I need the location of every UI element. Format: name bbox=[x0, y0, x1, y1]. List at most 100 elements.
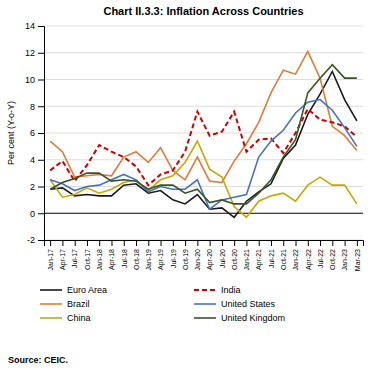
y-tick: 14 bbox=[25, 21, 44, 31]
y-tick-label: 0 bbox=[30, 209, 35, 219]
x-tick-mark bbox=[148, 240, 149, 246]
y-tick-mark bbox=[38, 133, 44, 134]
x-tick-mark bbox=[173, 240, 174, 246]
grid-line bbox=[44, 26, 363, 27]
x-tick-label: Apr-20 bbox=[206, 249, 214, 270]
x-tick-mark bbox=[222, 240, 223, 246]
legend-swatch bbox=[194, 303, 216, 305]
x-tick: Jan-19 bbox=[145, 240, 152, 270]
x-tick-mark bbox=[99, 240, 100, 246]
y-tick-mark bbox=[38, 26, 44, 27]
x-tick-mark bbox=[210, 240, 211, 246]
chart-svg: Chart II.3.3: Inflation Across Countries… bbox=[0, 0, 373, 373]
x-tick-label: Jan-23 bbox=[341, 249, 348, 271]
x-tick-mark bbox=[62, 240, 63, 246]
legend-label: China bbox=[67, 313, 91, 323]
zero-line bbox=[44, 213, 363, 214]
x-tick-mark bbox=[124, 240, 125, 246]
grid bbox=[44, 26, 363, 240]
legend-swatch bbox=[40, 289, 62, 291]
x-tick: Jan-17 bbox=[47, 240, 54, 270]
y-tick-label: -2 bbox=[27, 235, 35, 245]
x-tick-label: Jan-19 bbox=[145, 249, 152, 271]
legend-label: India bbox=[221, 285, 241, 295]
x-tick-mark bbox=[246, 240, 247, 246]
x-tick: Apr-22 bbox=[305, 240, 313, 270]
grid-line bbox=[44, 106, 363, 107]
x-tick: Jul-17 bbox=[71, 240, 78, 268]
x-tick: Jan-18 bbox=[96, 240, 103, 270]
x-tick-label: Jan-17 bbox=[47, 249, 54, 271]
y-tick: 6 bbox=[30, 128, 44, 138]
y-tick: -2 bbox=[27, 235, 44, 245]
y-tick: 8 bbox=[30, 102, 44, 112]
y-tick: 10 bbox=[25, 75, 44, 85]
source-note: Source: CEIC. bbox=[8, 355, 68, 365]
x-tick-mark bbox=[259, 240, 260, 246]
x-tick: Jan-21 bbox=[243, 240, 250, 270]
y-tick-label: 8 bbox=[30, 102, 35, 112]
legend-item: Brazil bbox=[40, 299, 90, 309]
x-tick-mark bbox=[111, 240, 112, 246]
x-tick: Oct-19 bbox=[182, 240, 189, 270]
x-tick-label: Oct-17 bbox=[84, 249, 91, 270]
grid-line bbox=[44, 79, 363, 80]
y-tick-mark bbox=[38, 240, 44, 241]
x-tick-label: Apr-18 bbox=[108, 249, 116, 270]
series-line bbox=[50, 141, 357, 217]
x-tick: Jul-19 bbox=[170, 240, 177, 268]
grid-line bbox=[44, 52, 363, 53]
x-tick: Jul-20 bbox=[219, 240, 226, 268]
x-tick-mark bbox=[345, 240, 346, 246]
x-tick-label: Oct-22 bbox=[329, 249, 336, 270]
y-tick-label: 14 bbox=[25, 21, 35, 31]
legend-item: United Kingdom bbox=[194, 313, 285, 323]
legend-swatch bbox=[194, 289, 216, 291]
y-tick-mark bbox=[38, 213, 44, 214]
x-tick: Jan-20 bbox=[194, 240, 201, 270]
x-tick: Mar-23 bbox=[354, 240, 361, 271]
x-tick: Oct-21 bbox=[280, 240, 287, 270]
y-tick: 2 bbox=[30, 182, 44, 192]
x-tick-mark bbox=[136, 240, 137, 246]
legend-label: United States bbox=[221, 299, 276, 309]
y-axis-title: Per cent (Y-o-Y) bbox=[6, 101, 16, 165]
legend: Euro Area Brazil China India United States Un… bbox=[40, 285, 285, 323]
x-axis-line bbox=[45, 241, 364, 247]
x-tick: Apr-18 bbox=[108, 240, 116, 270]
y-tick: 4 bbox=[30, 155, 44, 165]
y-tick-label: 10 bbox=[25, 75, 35, 85]
x-tick-label: Jul-19 bbox=[170, 249, 177, 268]
legend-item: China bbox=[40, 313, 91, 323]
x-tick: Oct-22 bbox=[329, 240, 336, 270]
x-tick-mark bbox=[161, 240, 162, 246]
x-tick-mark bbox=[320, 240, 321, 246]
grid-line bbox=[44, 133, 363, 134]
x-tick-label: Mar-23 bbox=[354, 249, 361, 271]
x-tick-mark bbox=[50, 240, 51, 246]
x-tick-mark bbox=[185, 240, 186, 246]
y-tick-label: 2 bbox=[30, 182, 35, 192]
y-tick-mark bbox=[38, 53, 44, 54]
x-tick: Apr-19 bbox=[157, 240, 165, 270]
lines bbox=[50, 51, 357, 217]
x-tick-label: Apr-22 bbox=[305, 249, 313, 270]
x-tick-label: Jan-18 bbox=[96, 249, 103, 271]
x-tick-mark bbox=[357, 240, 358, 246]
x-tick: Jul-18 bbox=[120, 240, 127, 268]
y-tick-label: 4 bbox=[30, 155, 35, 165]
x-tick: Oct-18 bbox=[133, 240, 140, 270]
y-tick-label: 12 bbox=[25, 48, 35, 58]
x-tick-label: Jul-17 bbox=[71, 249, 78, 268]
series-line bbox=[50, 51, 357, 182]
x-tick-label: Jul-20 bbox=[219, 249, 226, 268]
y-tick: 12 bbox=[25, 48, 44, 58]
title: Chart II.3.3: Inflation Across Countries bbox=[103, 5, 303, 17]
x-tick: Jan-23 bbox=[341, 240, 348, 270]
legend-label: Euro Area bbox=[67, 285, 107, 295]
y-tick-mark bbox=[38, 106, 44, 107]
legend-item: India bbox=[194, 285, 241, 295]
series-line bbox=[50, 100, 357, 210]
y-tick-mark bbox=[38, 160, 44, 161]
legend-swatch bbox=[40, 317, 62, 319]
